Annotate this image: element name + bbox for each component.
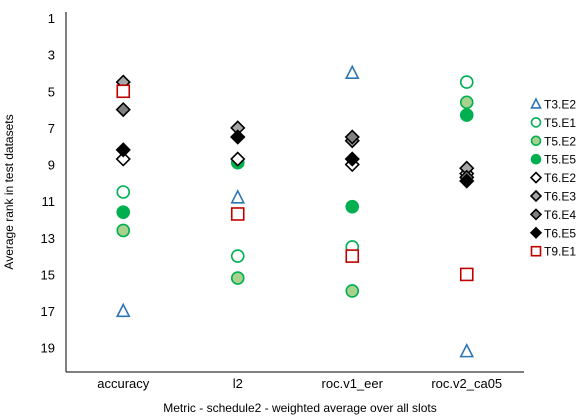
data-point <box>230 151 246 167</box>
legend-marker <box>530 117 542 128</box>
legend-label: T5.E5 <box>544 153 576 167</box>
legend-label: T9.E1 <box>544 245 576 259</box>
y-tick-label: 3 <box>48 48 55 63</box>
y-axis-label: Average rank in test datasets <box>2 114 16 269</box>
legend-marker <box>530 245 542 257</box>
legend-label: T6.E5 <box>544 226 576 240</box>
data-point <box>115 151 131 167</box>
data-point <box>230 249 245 263</box>
data-point <box>345 249 360 263</box>
legend-marker <box>529 189 543 203</box>
legend-marker <box>529 208 543 221</box>
data-point <box>116 223 131 238</box>
x-tick-label: roc.v1_eer <box>322 376 384 391</box>
data-point <box>116 205 131 219</box>
data-point <box>230 207 245 221</box>
y-tick-label: 19 <box>41 341 55 356</box>
x-tick-labels: accuracy l2 roc.v1_eer roc.v2_ca05 <box>97 376 502 391</box>
data-point <box>230 271 245 285</box>
data-point <box>459 108 474 122</box>
data-point <box>344 129 360 145</box>
data-point <box>230 129 246 145</box>
data-point <box>459 342 475 358</box>
x-tick-label: accuracy <box>97 376 150 391</box>
x-tick-label: l2 <box>233 376 243 391</box>
y-tick-label: 5 <box>48 84 55 99</box>
legend-label: T5.E1 <box>544 116 576 130</box>
y-tick-label: 13 <box>41 231 55 246</box>
data-point <box>116 185 131 199</box>
data-point <box>115 101 131 118</box>
legend-marker <box>530 135 542 147</box>
legend-label: T5.E2 <box>544 134 576 148</box>
data-point <box>459 173 475 189</box>
legend: T3.E2 T5.E1 T5.E2 T5.E5 T6.E2 T6.E3 T6.E4 T6.E5… <box>529 97 576 259</box>
data-point <box>115 142 131 158</box>
data-point <box>345 284 360 298</box>
data-point <box>459 267 474 282</box>
data-point <box>345 199 360 214</box>
data-marks <box>115 64 475 358</box>
legend-label: T6.E3 <box>544 190 576 204</box>
data-point <box>459 95 474 110</box>
legend-marker <box>530 97 542 109</box>
data-point <box>115 302 131 318</box>
data-point <box>344 64 360 80</box>
data-point <box>459 75 474 89</box>
y-tick-label: 11 <box>42 194 56 209</box>
y-tick-label: 9 <box>48 158 55 173</box>
data-point <box>116 84 131 99</box>
legend-label: T6.E4 <box>544 208 576 222</box>
y-tick-label: 15 <box>41 267 55 282</box>
y-tick-label: 17 <box>41 304 55 319</box>
x-axis-label: Metric - schedule2 - weighted average ov… <box>163 401 436 415</box>
legend-label: T3.E2 <box>544 98 576 112</box>
x-tick-label: roc.v2_ca05 <box>431 376 502 391</box>
legend-marker <box>529 226 543 239</box>
legend-marker <box>530 153 542 165</box>
legend-marker <box>529 171 543 184</box>
y-tick-label: 7 <box>48 121 55 136</box>
legend-label: T6.E2 <box>544 171 576 185</box>
y-tick-label: 1 <box>48 11 55 26</box>
data-point <box>230 189 246 204</box>
data-point <box>344 151 360 167</box>
